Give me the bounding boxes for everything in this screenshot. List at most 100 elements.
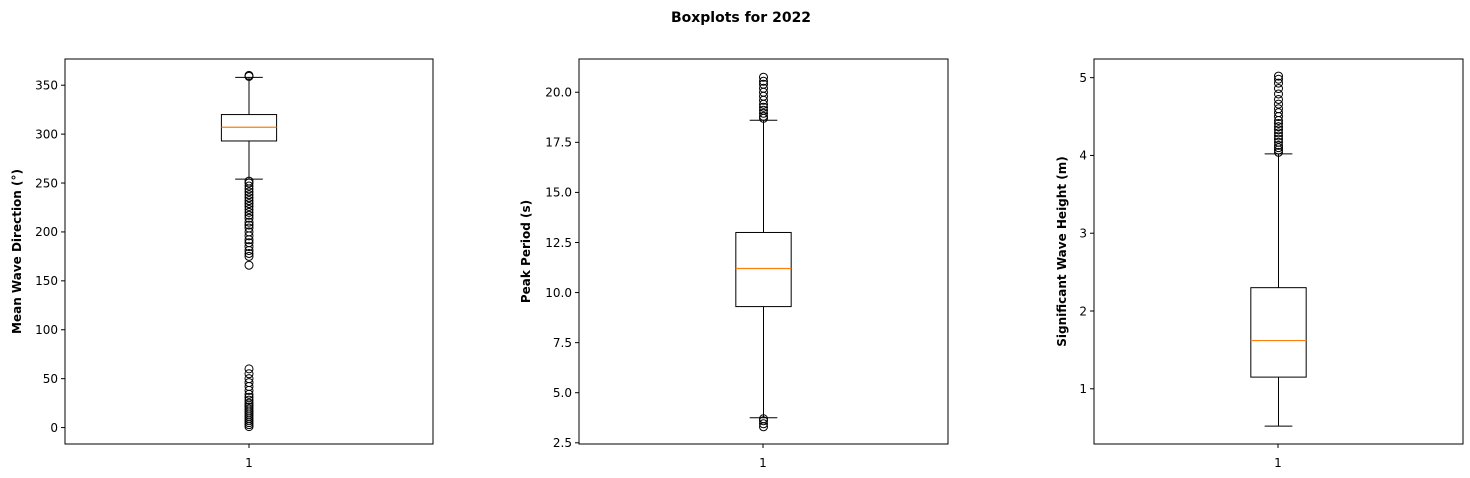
outlier-point <box>1274 84 1283 94</box>
outlier-point <box>244 181 254 191</box>
y-tick-label: 15.0 <box>545 186 572 200</box>
x-axis-ticks: 1 <box>759 444 767 470</box>
outlier-point <box>244 220 254 230</box>
y-tick-label: 7.5 <box>553 336 572 350</box>
outlier-point <box>759 414 768 424</box>
outlier-point <box>759 111 768 121</box>
outlier-point <box>1274 131 1283 141</box>
peak-period-panel: 2.5 5.0 7.5 10.0 12.5 15.0 17.5 20.0 1 Peak Per… <box>519 58 949 470</box>
outlier-point <box>1274 122 1283 132</box>
y-tick-label: 50 <box>43 372 58 386</box>
y-axis-label: Significant Wave Height (m) <box>1055 156 1069 346</box>
outlier-point <box>244 223 254 233</box>
outlier-point <box>244 217 254 227</box>
outlier-point <box>244 398 254 408</box>
outlier-point <box>244 364 254 374</box>
outlier-point <box>1274 71 1283 81</box>
figure-title: Boxplots for 2022 <box>671 10 811 26</box>
y-tick-label: 1 <box>1079 382 1087 396</box>
outlier-point <box>244 202 254 212</box>
y-tick-label: 350 <box>35 79 58 93</box>
outlier-point <box>244 369 254 379</box>
y-tick-label: 100 <box>35 323 58 337</box>
outlier-point <box>244 248 254 258</box>
outlier-point <box>244 176 254 186</box>
y-tick-label: 300 <box>35 127 58 141</box>
outlier-point <box>244 227 254 237</box>
outlier-point <box>1274 143 1283 153</box>
outlier-point <box>244 187 254 197</box>
iqr-box <box>735 231 792 308</box>
y-tick-label: 10.0 <box>545 286 572 300</box>
outlier-point <box>244 210 254 220</box>
outlier-point <box>1274 78 1283 88</box>
y-tick-label: 5 <box>1079 71 1087 85</box>
outlier-point <box>759 72 768 82</box>
outlier-point <box>244 260 254 270</box>
boxplot-marks <box>1250 71 1307 427</box>
y-tick-label: 4 <box>1079 149 1087 163</box>
outlier-point <box>759 83 768 93</box>
x-axis-ticks: 1 <box>1274 444 1282 470</box>
outlier-point <box>244 190 254 200</box>
x-tick-label: 1 <box>1274 456 1282 470</box>
x-tick-label: 1 <box>245 456 253 470</box>
outlier-point <box>244 70 254 80</box>
y-tick-label: 150 <box>35 274 58 288</box>
outlier-point <box>1274 119 1283 129</box>
outlier-point <box>244 207 254 217</box>
boxplot-marks <box>735 72 792 432</box>
y-tick-label: 17.5 <box>545 136 572 150</box>
y-tick-label: 20.0 <box>545 86 572 100</box>
outlier-point <box>244 196 254 206</box>
y-tick-label: 3 <box>1079 227 1087 241</box>
outlier-point <box>1274 137 1283 147</box>
outlier-point <box>244 204 254 214</box>
outlier-point <box>244 213 254 223</box>
outlier-point <box>1274 128 1283 138</box>
significant-wave-height-panel: 1 2 3 4 5 1 Significant Wave Height (m) <box>1055 58 1464 470</box>
y-tick-label: 2.5 <box>553 436 572 450</box>
y-axis-label: Mean Wave Direction (°) <box>10 169 24 334</box>
y-tick-label: 200 <box>35 225 58 239</box>
y-axis-ticks: 1 2 3 4 5 <box>1079 71 1094 396</box>
outlier-point <box>244 378 254 388</box>
outlier-point <box>1274 104 1283 114</box>
outlier-point <box>1274 74 1283 84</box>
x-tick-label: 1 <box>759 456 767 470</box>
outlier-point <box>1274 140 1283 150</box>
outlier-point <box>244 395 254 405</box>
outlier-point <box>244 238 254 248</box>
outlier-point <box>244 193 254 203</box>
y-axis-label: Peak Period (s) <box>519 200 533 303</box>
outlier-point <box>759 102 768 112</box>
outlier-point <box>1274 108 1283 118</box>
outlier-point <box>1274 89 1283 99</box>
outlier-point <box>1274 99 1283 109</box>
y-tick-label: 5.0 <box>553 386 572 400</box>
outlier-point <box>759 419 768 429</box>
outlier-point <box>1274 134 1283 144</box>
boxplot-marks <box>220 70 278 432</box>
iqr-box <box>1250 287 1307 378</box>
outlier-point <box>759 79 768 89</box>
y-tick-label: 2 <box>1079 304 1087 318</box>
outlier-point <box>244 199 254 209</box>
x-axis-ticks: 1 <box>245 444 253 470</box>
y-tick-label: 12.5 <box>545 236 572 250</box>
y-tick-label: 0 <box>50 421 58 435</box>
outlier-point <box>244 251 254 261</box>
outlier-point <box>244 392 254 402</box>
outlier-point <box>244 374 254 384</box>
outlier-point <box>244 242 254 252</box>
outlier-point <box>759 108 768 118</box>
outlier-point <box>759 105 768 115</box>
outlier-point <box>759 76 768 86</box>
y-axis-ticks: 2.5 5.0 7.5 10.0 12.5 15.0 17.5 20.0 <box>545 86 579 450</box>
y-tick-label: 250 <box>35 176 58 190</box>
outlier-point <box>1274 125 1283 135</box>
mean-wave-direction-panel: 0 50 100 150 200 250 300 350 1 Mean Wave Direct… <box>10 58 434 470</box>
outlier-point <box>1274 94 1283 104</box>
y-axis-ticks: 0 50 100 150 200 250 300 350 <box>35 79 65 435</box>
